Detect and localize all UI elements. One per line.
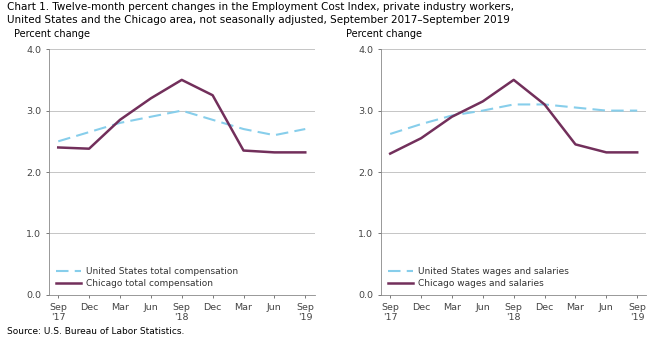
Text: United States and the Chicago area, not seasonally adjusted, September 2017–Sept: United States and the Chicago area, not … [7, 15, 509, 25]
Text: Percent change: Percent change [346, 29, 422, 39]
Text: Chart 1. Twelve-month percent changes in the Employment Cost Index, private indu: Chart 1. Twelve-month percent changes in… [7, 2, 513, 12]
Text: Percent change: Percent change [14, 29, 91, 39]
Text: Source: U.S. Bureau of Labor Statistics.: Source: U.S. Bureau of Labor Statistics. [7, 326, 184, 336]
Legend: United States total compensation, Chicago total compensation: United States total compensation, Chicag… [56, 267, 238, 288]
Legend: United States wages and salaries, Chicago wages and salaries: United States wages and salaries, Chicag… [388, 267, 569, 288]
